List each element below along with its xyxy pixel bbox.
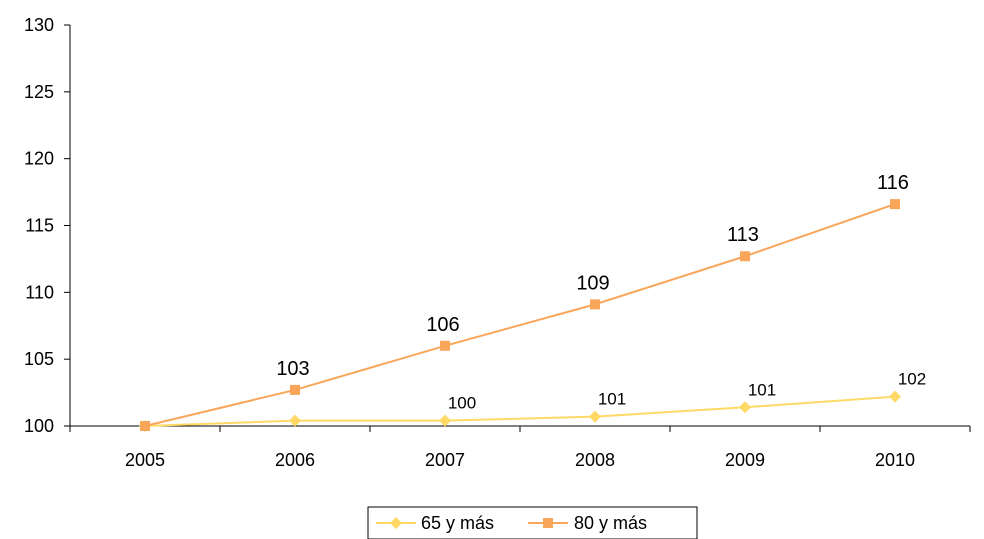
data-label-65: 100 <box>448 394 476 413</box>
series-line-65 <box>144 395 896 427</box>
data-label-80: 109 <box>576 272 609 294</box>
point-80 <box>140 421 150 431</box>
point-65 <box>439 414 451 427</box>
point-65 <box>589 410 601 423</box>
series-line-80 <box>144 203 896 427</box>
data-label-65: 101 <box>748 380 776 399</box>
point-80 <box>590 299 600 310</box>
series-layer <box>139 199 901 432</box>
point-80 <box>890 199 900 210</box>
legend-label-65: 65 y más <box>421 513 494 533</box>
legend: 65 y más 80 y más <box>367 506 698 539</box>
point-80 <box>440 340 450 351</box>
legend-marker-65 <box>390 517 402 529</box>
point-65 <box>889 390 901 403</box>
axes: 100 105 110 115 120 125 130 2005 2006 2007 2008 200… <box>24 15 971 470</box>
data-label-65: 101 <box>598 390 626 409</box>
y-tick-label: 130 <box>24 15 54 35</box>
point-65 <box>739 401 751 414</box>
y-tick-label: 110 <box>25 282 54 302</box>
data-label-80: 113 <box>727 224 759 246</box>
x-tick-label: 2007 <box>425 450 465 470</box>
x-tick-label: 2010 <box>875 450 915 470</box>
y-tick-label: 125 <box>24 82 54 102</box>
point-65 <box>289 414 301 427</box>
legend-label-80: 80 y más <box>574 513 647 533</box>
point-80 <box>740 251 750 262</box>
y-tick-label: 105 <box>24 349 54 369</box>
y-tick-label: 115 <box>25 216 54 236</box>
x-tick-label: 2008 <box>575 450 615 470</box>
data-label-80: 103 <box>276 358 309 380</box>
x-tick-label: 2006 <box>275 450 315 470</box>
point-80 <box>290 384 300 395</box>
legend-marker-80 <box>543 518 553 528</box>
data-labels: 100 101 101 102 103 106 109 113 116 <box>276 172 926 413</box>
x-tick-label: 2009 <box>725 450 765 470</box>
data-label-65: 102 <box>898 370 926 389</box>
data-label-80: 116 <box>877 172 909 194</box>
data-label-80: 106 <box>426 314 459 336</box>
y-tick-label: 120 <box>24 149 54 169</box>
y-tick-label: 100 <box>24 416 54 436</box>
x-tick-label: 2005 <box>125 450 165 470</box>
